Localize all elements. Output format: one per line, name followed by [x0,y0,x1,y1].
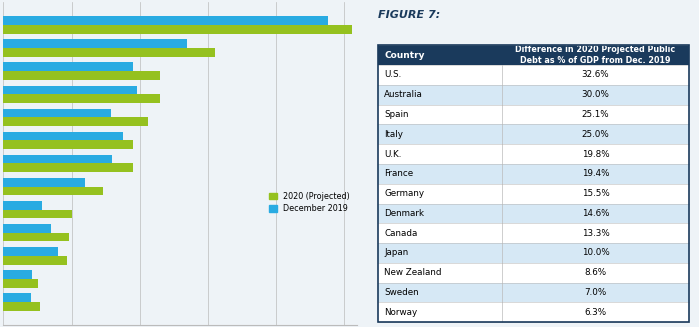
Text: Norway: Norway [384,308,417,317]
Bar [3,247,58,256]
Bar [3,256,68,265]
FancyBboxPatch shape [377,144,689,164]
Bar [3,178,85,187]
Bar [3,109,111,117]
FancyBboxPatch shape [377,184,689,203]
Bar [3,164,133,172]
FancyBboxPatch shape [377,45,689,65]
Bar [3,48,215,57]
Text: Sweden: Sweden [384,288,419,297]
Bar [3,71,160,80]
Text: 19.4%: 19.4% [582,169,610,178]
Bar [3,40,187,48]
Bar [3,86,137,94]
Bar [3,210,71,218]
Text: Australia: Australia [384,90,423,99]
Text: New Zealand: New Zealand [384,268,442,277]
FancyBboxPatch shape [377,223,689,243]
Bar [3,117,147,126]
Bar [3,302,41,311]
Text: Japan: Japan [384,249,408,257]
FancyBboxPatch shape [377,124,689,144]
Text: FIGURE 7:: FIGURE 7: [377,10,440,20]
Bar [3,94,160,103]
FancyBboxPatch shape [377,65,689,85]
Text: Country: Country [384,51,424,60]
Text: Denmark: Denmark [384,209,424,218]
Bar [3,279,38,287]
Bar [3,155,113,164]
Text: 30.0%: 30.0% [582,90,610,99]
Text: 10.0%: 10.0% [582,249,610,257]
Legend: 2020 (Projected), December 2019: 2020 (Projected), December 2019 [266,188,354,216]
Text: 25.0%: 25.0% [582,130,610,139]
FancyBboxPatch shape [377,263,689,283]
Bar [3,16,328,25]
Bar [3,140,133,149]
Text: 6.3%: 6.3% [584,308,607,317]
Text: 13.3%: 13.3% [582,229,610,238]
Text: 7.0%: 7.0% [584,288,607,297]
Text: France: France [384,169,413,178]
FancyBboxPatch shape [377,85,689,105]
Text: U.K.: U.K. [384,149,401,159]
FancyBboxPatch shape [377,164,689,184]
Bar [3,132,123,140]
Text: 14.6%: 14.6% [582,209,610,218]
Text: Spain: Spain [384,110,409,119]
Bar [3,62,133,71]
Bar [3,201,42,210]
Text: Germany: Germany [384,189,424,198]
Bar [3,293,31,302]
Text: 15.5%: 15.5% [582,189,610,198]
Text: Canada: Canada [384,229,417,238]
FancyBboxPatch shape [377,105,689,124]
Bar [3,270,32,279]
Text: 8.6%: 8.6% [584,268,607,277]
Bar [3,233,69,241]
Bar [3,25,352,34]
FancyBboxPatch shape [377,203,689,223]
Bar [3,187,103,195]
FancyBboxPatch shape [377,283,689,302]
Text: Italy: Italy [384,130,403,139]
Text: 32.6%: 32.6% [582,71,610,79]
Text: U.S.: U.S. [384,71,401,79]
Bar [3,224,51,233]
FancyBboxPatch shape [377,302,689,322]
Text: 25.1%: 25.1% [582,110,610,119]
Text: Difference in 2020 Projected Public
Debt as % of GDP from Dec. 2019: Difference in 2020 Projected Public Debt… [515,45,676,65]
Text: 19.8%: 19.8% [582,149,610,159]
FancyBboxPatch shape [377,243,689,263]
